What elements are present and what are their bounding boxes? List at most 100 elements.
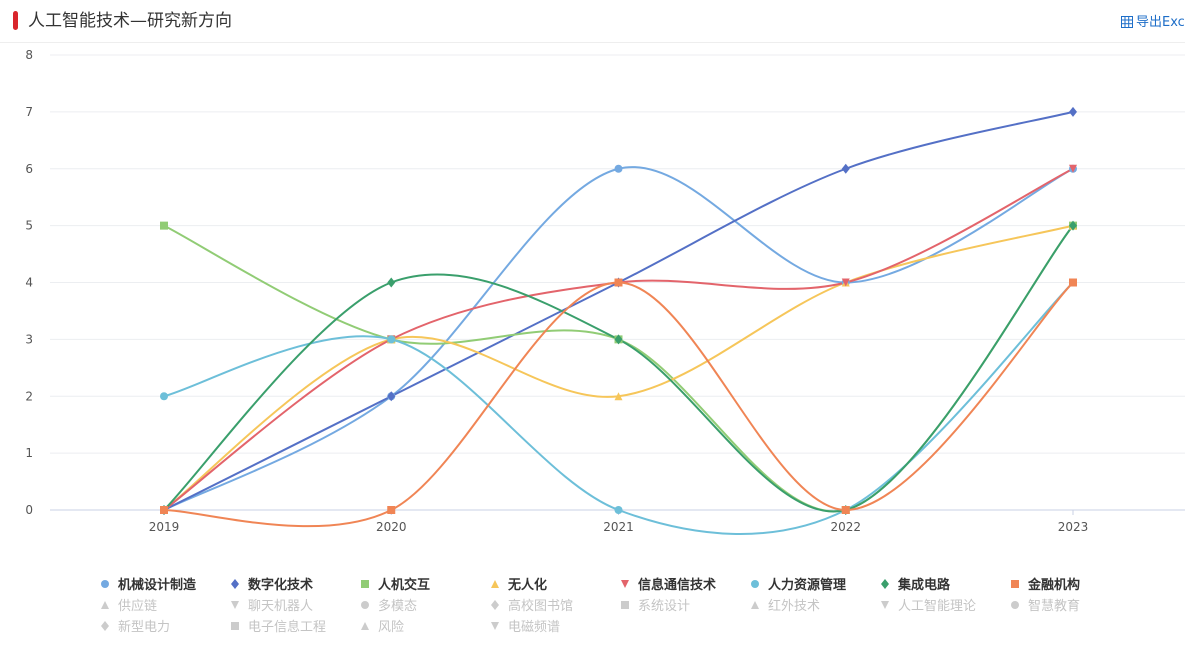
data-point[interactable] [614,164,623,173]
legend-item[interactable]: 系统设计 [618,596,690,617]
legend-item[interactable]: 无人化 [488,575,547,596]
legend-label: 多模态 [378,599,418,614]
data-point[interactable] [841,278,850,287]
legend-label: 高校图书馆 [508,599,574,614]
data-point[interactable] [160,221,168,230]
legend-symbol[interactable] [491,600,499,610]
legend-symbol[interactable] [361,622,369,630]
legend-symbol[interactable] [361,601,369,609]
legend-row: 机械设计制造 数字化技术 人机交互 无人化 信息通信技术 人力资源管理 集成电路 金融机构 [98,575,1138,596]
legend-symbol[interactable] [1011,580,1019,588]
series-line[interactable] [163,225,1074,513]
legend-item[interactable]: 红外技术 [748,596,820,617]
y-tick-label: 4 [25,276,33,290]
legend-item[interactable]: 数字化技术 [228,575,313,596]
legend-symbol[interactable] [751,580,759,588]
legend-label: 电子信息工程 [248,620,327,635]
legend-label: 集成电路 [898,578,951,593]
data-point[interactable] [841,163,850,174]
y-tick-label: 5 [25,219,33,233]
legend-symbol-icon [491,622,499,630]
legend-item[interactable]: 集成电路 [878,575,950,596]
data-point[interactable] [1069,164,1077,173]
legend-symbol[interactable] [101,601,109,609]
legend-symbol[interactable] [621,601,629,609]
legend-label: 红外技术 [768,599,821,614]
legend-symbol[interactable] [881,601,889,609]
data-point[interactable] [1069,106,1077,117]
legend-label: 机械设计制造 [118,578,197,593]
legend-label: 人机交互 [378,578,431,593]
data-point[interactable] [160,506,168,514]
data-point[interactable] [160,392,168,401]
chart-header: 人工智能技术—研究新方向 导出Excel [0,0,1185,43]
series-markers [160,106,1077,515]
y-tick-label: 3 [25,332,33,346]
series-line[interactable] [163,224,1074,511]
legend-symbol[interactable] [231,601,239,609]
data-point[interactable] [1069,278,1077,287]
legend-symbol[interactable] [491,622,499,630]
x-tick-label: 2020 [376,520,407,534]
legend-symbol[interactable] [101,580,109,588]
x-tick-label: 2022 [830,520,861,534]
series-lines [163,110,1074,535]
legend-item[interactable]: 风险 [358,617,404,638]
data-point[interactable] [387,391,396,402]
data-point[interactable] [387,335,396,344]
data-point[interactable] [614,334,623,345]
data-point[interactable] [614,278,623,287]
legend-symbol-icon [231,579,239,589]
legend-item[interactable]: 高校图书馆 [488,596,573,617]
legend-symbol-icon [751,601,759,609]
legend-item[interactable]: 供应链 [98,596,157,617]
data-point[interactable] [387,277,396,288]
y-tick-label: 6 [25,162,33,176]
legend-symbol[interactable] [101,621,109,631]
data-point[interactable] [1069,220,1077,231]
x-tick-label: 2021 [603,520,634,534]
export-label: 导出Excel [1136,15,1185,29]
series-line[interactable] [163,281,1074,535]
legend-symbol[interactable] [491,580,499,588]
legend-label: 风险 [378,620,405,635]
line-chart: 0 1 2 3 4 5 6 7 8 2019 2020 2021 2022 2023 [25,48,1185,535]
legend-symbol[interactable] [361,580,369,588]
legend-symbol-icon [101,621,109,631]
legend-symbol-icon [361,601,369,609]
legend-symbol[interactable] [231,579,239,589]
data-point[interactable] [841,506,850,514]
export-excel-button[interactable]: 导出Excel [1121,11,1185,29]
legend-label: 智慧教育 [1028,599,1081,614]
legend-item[interactable]: 机械设计制造 [98,575,196,596]
legend-label: 聊天机器人 [248,599,314,614]
legend-symbol-icon [621,601,629,609]
legend-symbol[interactable] [231,622,239,630]
series-line[interactable] [163,224,1074,513]
legend-symbol-icon [361,622,369,630]
legend-item[interactable]: 多模态 [358,596,417,617]
legend-symbol[interactable] [881,579,889,589]
legend-symbol[interactable] [621,580,629,588]
data-point[interactable] [614,392,623,401]
legend-symbol[interactable] [1011,601,1019,609]
data-point[interactable] [614,506,623,514]
legend-symbol-icon [101,580,109,588]
legend-symbol-icon [231,601,239,609]
legend-symbol[interactable] [751,601,759,609]
legend-item[interactable]: 聊天机器人 [228,596,313,617]
legend-item[interactable]: 新型电力 [98,617,170,638]
series-line[interactable] [163,281,1074,528]
legend-item[interactable]: 人工智能理论 [878,596,976,617]
x-tick-label: 2023 [1058,520,1089,534]
legend-item[interactable]: 电子信息工程 [228,617,326,638]
legend-row: 新型电力 电子信息工程 风险 电磁频谱 [98,617,1138,638]
legend-item[interactable]: 信息通信技术 [618,575,716,596]
data-point[interactable] [387,506,396,514]
legend-item[interactable]: 金融机构 [1008,575,1080,596]
legend-item[interactable]: 人机交互 [358,575,430,596]
legend-item[interactable]: 智慧教育 [1008,596,1080,617]
legend-item[interactable]: 电磁频谱 [488,617,560,638]
legend-item[interactable]: 人力资源管理 [748,575,846,596]
legend-symbol-icon [491,580,499,588]
